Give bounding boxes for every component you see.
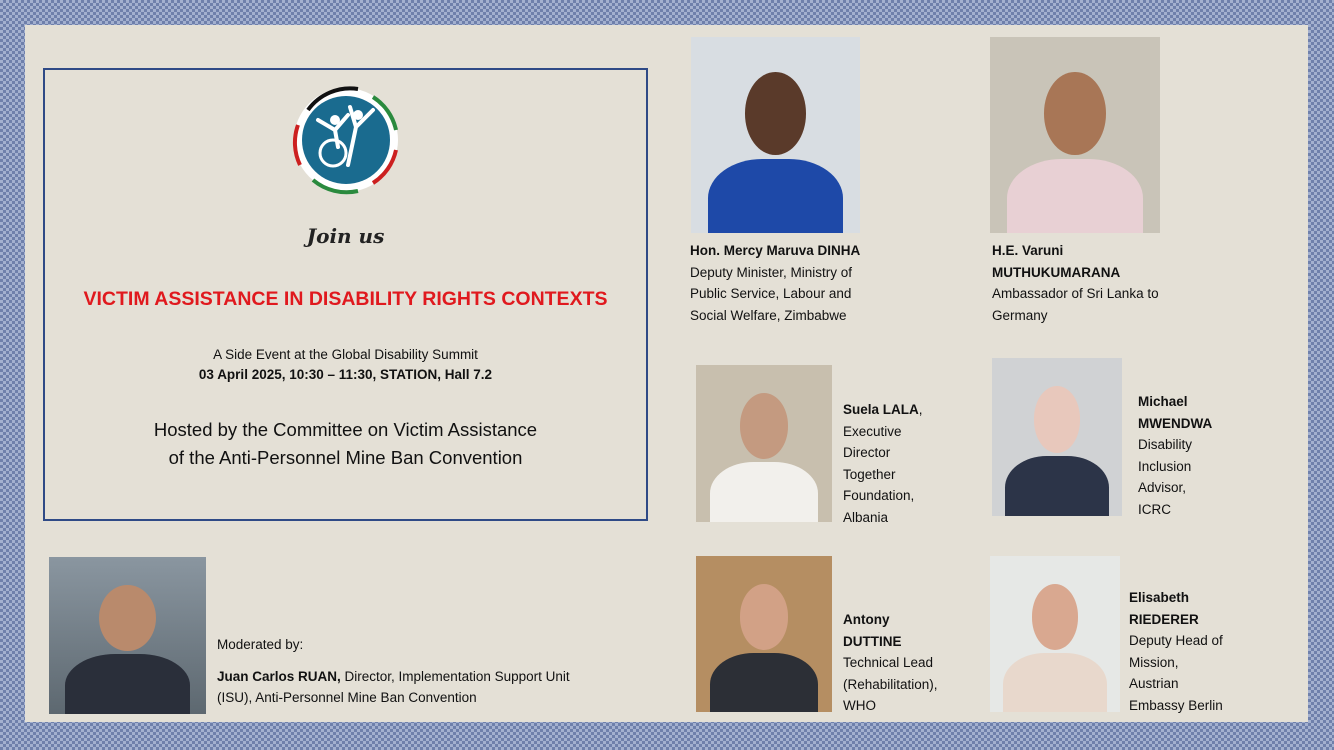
speaker-caption: Hon. Mercy Maruva DINHA Deputy Minister,…: [690, 240, 860, 326]
speaker-role: Foundation,: [843, 488, 915, 503]
event-details: A Side Event at the Global Disability Su…: [45, 345, 646, 385]
speaker-photo: [691, 37, 860, 233]
moderator-photo: [49, 557, 206, 714]
speaker-name: MUTHUKUMARANA: [992, 264, 1121, 280]
speaker-name: Antony: [843, 612, 890, 627]
speaker-role: Public Service, Labour and: [690, 286, 852, 301]
speaker-photo: [696, 556, 832, 712]
speaker-name: H.E. Varuni: [992, 243, 1064, 258]
speaker-photo: [696, 365, 832, 522]
speaker-photo: [990, 37, 1160, 233]
moderator-role: Director, Implementation Support Unit: [340, 668, 570, 684]
speaker-caption: Antony DUTTINE Technical Lead (Rehabilit…: [843, 609, 938, 717]
speaker-caption: Suela LALA, Executive Director Together …: [843, 399, 923, 528]
speaker-role: Deputy Head of: [1129, 633, 1223, 648]
speaker-role: Technical Lead: [843, 655, 934, 670]
hosted-line-1: Hosted by the Committee on Victim Assist…: [153, 419, 538, 440]
speaker-role: Executive: [843, 423, 902, 439]
disability-inclusion-logo-icon: [292, 86, 398, 195]
hosted-by: Hosted by the Committee on Victim Assist…: [45, 416, 646, 472]
speaker-name: MWENDWA: [1138, 415, 1213, 431]
speaker-name: Suela LALA: [843, 402, 919, 417]
speaker-caption: Elisabeth RIEDERER Deputy Head of Missio…: [1129, 587, 1223, 716]
speaker-role: Deputy Minister, Ministry of: [690, 264, 853, 280]
speaker-role: Embassy Berlin: [1129, 697, 1223, 713]
join-us-text: Join us: [306, 224, 385, 248]
event-info-box: Join us VICTIM ASSISTANCE IN DISABILITY …: [43, 68, 648, 521]
speaker-role: WHO: [843, 698, 876, 713]
speaker-role: Germany: [992, 307, 1048, 323]
speaker-photo: [990, 556, 1120, 712]
speaker-role: Inclusion: [1138, 458, 1192, 474]
speaker-role: Albania: [843, 509, 889, 525]
speaker-role: Advisor,: [1138, 480, 1187, 495]
speaker-role: Ambassador of Sri Lanka to: [992, 286, 1159, 301]
speaker-role: Together: [843, 466, 896, 482]
moderator-caption: Moderated by: Juan Carlos RUAN, Director…: [217, 634, 570, 709]
moderator-label: Moderated by:: [217, 637, 304, 652]
speaker-name: DUTTINE: [843, 633, 902, 649]
speaker-role: Mission,: [1129, 654, 1179, 670]
speaker-role: Director: [843, 445, 891, 460]
moderator-role-2: (ISU), Anti-Personnel Mine Ban Conventio…: [217, 690, 477, 705]
moderator-name: Juan Carlos RUAN,: [217, 668, 341, 684]
speaker-name: RIEDERER: [1129, 611, 1199, 627]
hosted-line-2: of the Anti-Personnel Mine Ban Conventio…: [168, 447, 523, 468]
speaker-role: (Rehabilitation),: [843, 676, 938, 692]
speaker-role: Austrian: [1129, 676, 1179, 691]
speaker-role: Social Welfare, Zimbabwe: [690, 307, 847, 323]
event-subtitle: A Side Event at the Global Disability Su…: [213, 347, 478, 362]
speaker-name: Michael: [1138, 394, 1188, 409]
speaker-name-suffix: ,: [918, 402, 923, 417]
speaker-role: ICRC: [1138, 501, 1171, 517]
speaker-photo: [992, 358, 1122, 516]
speaker-caption: H.E. Varuni MUTHUKUMARANA Ambassador of …: [992, 240, 1159, 326]
speaker-name: Elisabeth: [1129, 590, 1190, 605]
speaker-name: Hon. Mercy Maruva DINHA: [690, 243, 861, 258]
speaker-role: Disability: [1138, 437, 1193, 452]
event-datetime: 03 April 2025, 10:30 – 11:30, STATION, H…: [198, 367, 493, 382]
speaker-caption: Michael MWENDWA Disability Inclusion Adv…: [1138, 391, 1212, 520]
event-title: VICTIM ASSISTANCE IN DISABILITY RIGHTS C…: [83, 288, 608, 310]
